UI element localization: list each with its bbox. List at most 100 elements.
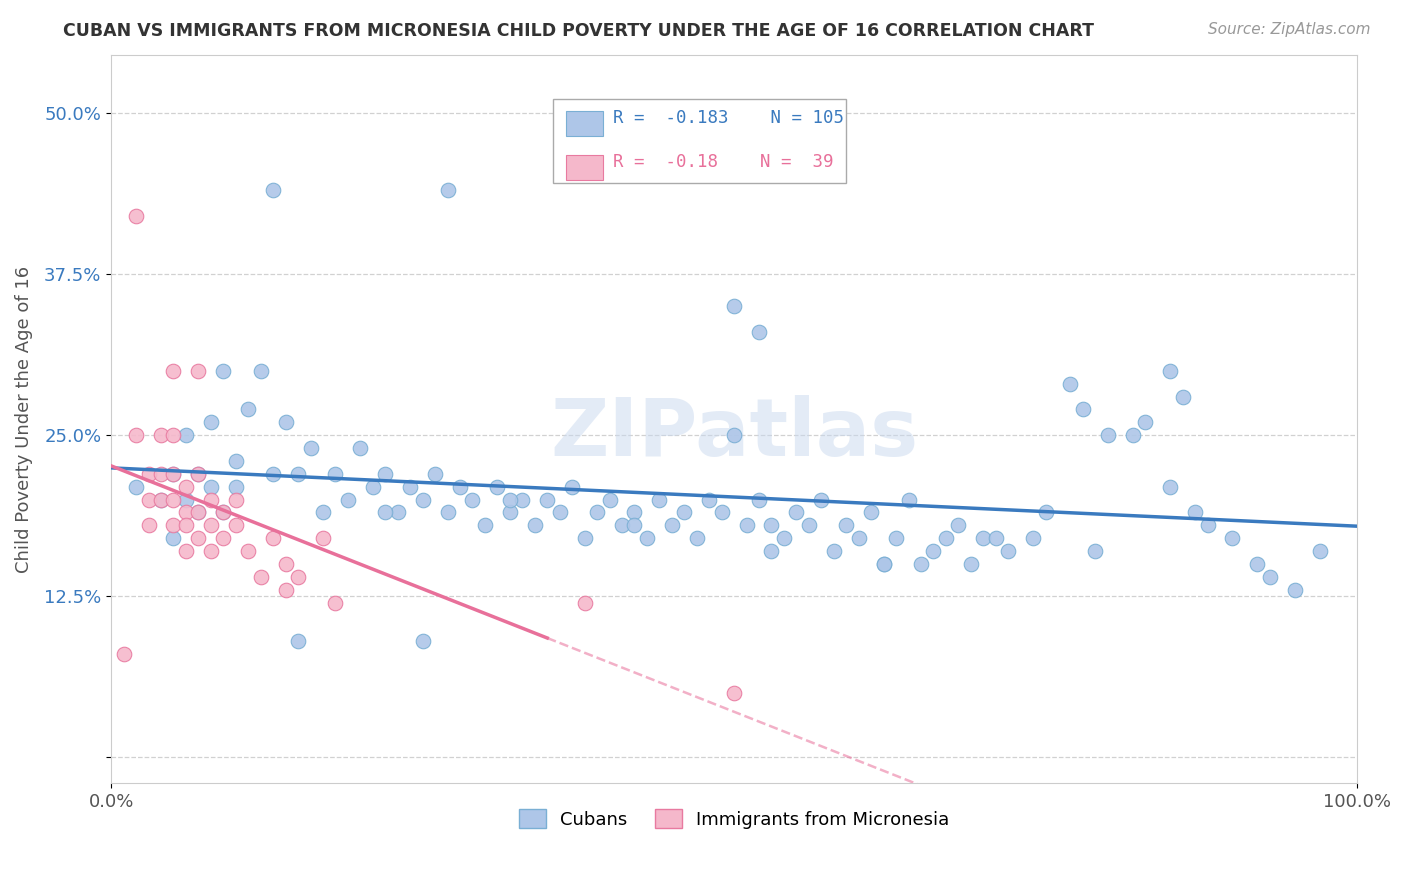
Point bbox=[287, 634, 309, 648]
Point bbox=[761, 518, 783, 533]
Point bbox=[187, 506, 209, 520]
Point bbox=[138, 467, 160, 481]
Point bbox=[948, 518, 970, 533]
Point bbox=[1035, 506, 1057, 520]
Point bbox=[648, 492, 671, 507]
Point bbox=[1135, 415, 1157, 429]
Point bbox=[1022, 531, 1045, 545]
Point bbox=[499, 506, 522, 520]
Point bbox=[523, 518, 546, 533]
Point bbox=[561, 480, 583, 494]
Point bbox=[162, 364, 184, 378]
Point bbox=[1284, 582, 1306, 597]
Point bbox=[423, 467, 446, 481]
Point bbox=[187, 364, 209, 378]
Point bbox=[735, 518, 758, 533]
Point bbox=[761, 544, 783, 558]
Point bbox=[299, 441, 322, 455]
Point bbox=[287, 570, 309, 584]
Point bbox=[174, 518, 197, 533]
Point bbox=[274, 415, 297, 429]
Point bbox=[1171, 390, 1194, 404]
Point bbox=[274, 582, 297, 597]
Point bbox=[125, 480, 148, 494]
Point bbox=[610, 518, 633, 533]
Point bbox=[1071, 402, 1094, 417]
Point bbox=[325, 467, 347, 481]
Point bbox=[361, 480, 384, 494]
Point bbox=[710, 506, 733, 520]
Point bbox=[872, 557, 894, 571]
Point bbox=[200, 480, 222, 494]
Point bbox=[262, 467, 284, 481]
Point bbox=[1097, 428, 1119, 442]
Point bbox=[748, 492, 770, 507]
Point bbox=[1258, 570, 1281, 584]
Point bbox=[162, 531, 184, 545]
Point bbox=[225, 454, 247, 468]
Point bbox=[174, 428, 197, 442]
Point bbox=[162, 518, 184, 533]
FancyBboxPatch shape bbox=[567, 155, 603, 179]
Point bbox=[187, 467, 209, 481]
FancyBboxPatch shape bbox=[554, 99, 846, 183]
Point bbox=[174, 544, 197, 558]
Point bbox=[262, 531, 284, 545]
Point bbox=[723, 428, 745, 442]
Point bbox=[187, 531, 209, 545]
Text: R =  -0.183    N = 105: R = -0.183 N = 105 bbox=[613, 110, 844, 128]
Point bbox=[225, 480, 247, 494]
Point bbox=[984, 531, 1007, 545]
Point bbox=[262, 183, 284, 197]
Point bbox=[436, 183, 458, 197]
Point bbox=[872, 557, 894, 571]
Point bbox=[238, 544, 260, 558]
Point bbox=[536, 492, 558, 507]
Point bbox=[723, 299, 745, 313]
Point bbox=[212, 506, 235, 520]
Point bbox=[748, 325, 770, 339]
Point bbox=[848, 531, 870, 545]
Point bbox=[623, 506, 645, 520]
Point bbox=[336, 492, 359, 507]
Point bbox=[312, 531, 335, 545]
Point bbox=[972, 531, 994, 545]
Point bbox=[810, 492, 832, 507]
Point bbox=[860, 506, 883, 520]
Point bbox=[212, 506, 235, 520]
Point bbox=[697, 492, 720, 507]
Point bbox=[461, 492, 484, 507]
Point bbox=[623, 518, 645, 533]
Text: Source: ZipAtlas.com: Source: ZipAtlas.com bbox=[1208, 22, 1371, 37]
Point bbox=[374, 506, 396, 520]
Text: ZIPatlas: ZIPatlas bbox=[550, 394, 918, 473]
Point bbox=[287, 467, 309, 481]
Point bbox=[797, 518, 820, 533]
Point bbox=[200, 415, 222, 429]
Point bbox=[910, 557, 932, 571]
Point bbox=[225, 518, 247, 533]
Point bbox=[225, 492, 247, 507]
Point bbox=[125, 428, 148, 442]
Point bbox=[162, 467, 184, 481]
Point bbox=[349, 441, 371, 455]
Point bbox=[200, 492, 222, 507]
Point bbox=[835, 518, 858, 533]
Point bbox=[897, 492, 920, 507]
Point bbox=[162, 492, 184, 507]
Point bbox=[150, 467, 173, 481]
Point bbox=[1084, 544, 1107, 558]
Point bbox=[374, 467, 396, 481]
Point bbox=[586, 506, 609, 520]
Point bbox=[150, 492, 173, 507]
Point bbox=[959, 557, 981, 571]
Point bbox=[162, 467, 184, 481]
Point bbox=[823, 544, 845, 558]
Point bbox=[212, 364, 235, 378]
Point bbox=[773, 531, 796, 545]
Point bbox=[412, 492, 434, 507]
Point bbox=[1222, 531, 1244, 545]
Point bbox=[249, 570, 271, 584]
Point bbox=[997, 544, 1019, 558]
Point bbox=[212, 531, 235, 545]
